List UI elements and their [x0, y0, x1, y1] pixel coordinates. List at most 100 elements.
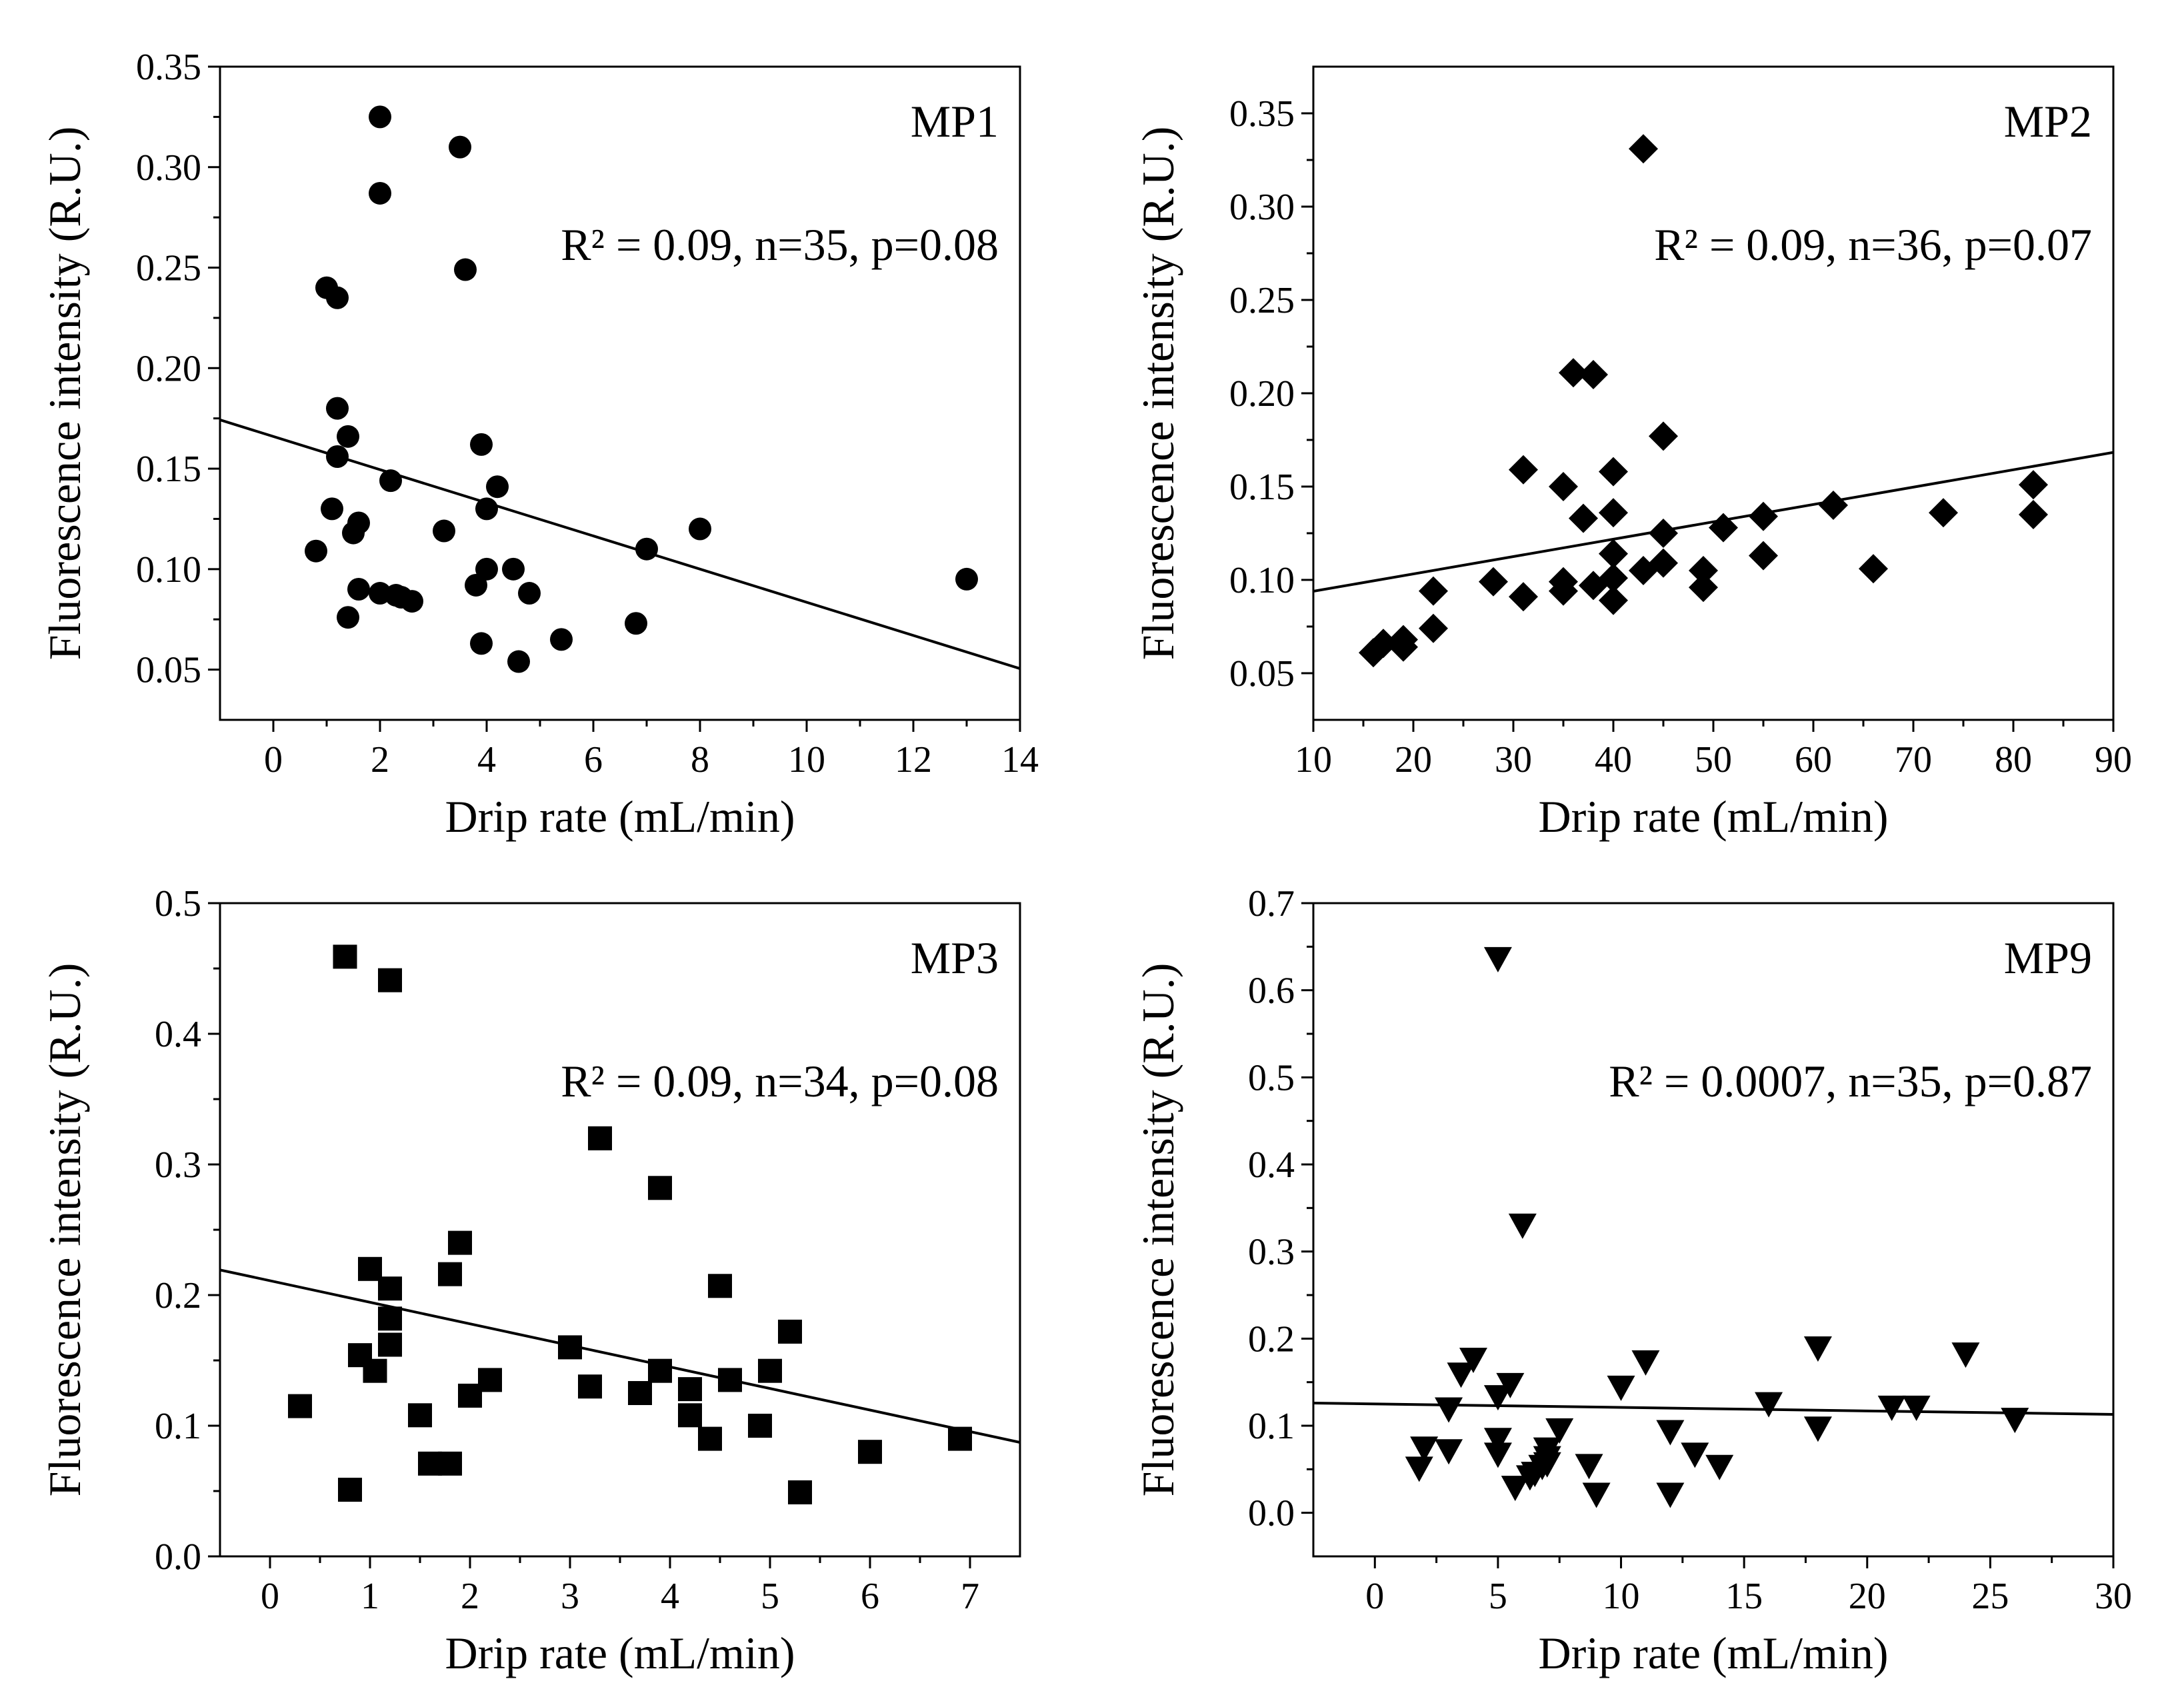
- y-tick-label: 0.7: [1248, 883, 1295, 924]
- x-tick-label: 8: [691, 739, 709, 781]
- data-point: [1689, 556, 1718, 585]
- data-point: [337, 425, 359, 448]
- x-tick-label: 20: [1849, 1576, 1886, 1617]
- data-point: [1656, 1420, 1685, 1446]
- data-point: [1649, 519, 1678, 548]
- data-point: [778, 1319, 802, 1344]
- x-tick-label: 5: [761, 1576, 779, 1617]
- data-point: [369, 181, 391, 205]
- data-point: [1859, 554, 1888, 584]
- data-point: [333, 944, 357, 969]
- data-point: [465, 573, 487, 597]
- data-point: [342, 521, 365, 545]
- data-point: [1483, 946, 1512, 972]
- y-tick-label: 0.2: [155, 1275, 201, 1316]
- panel-label: MP9: [2004, 932, 2092, 983]
- data-point: [454, 258, 477, 281]
- data-point: [448, 1230, 472, 1255]
- data-point: [1579, 360, 1608, 389]
- data-point: [1419, 576, 1448, 606]
- y-axis-label: Fluorescence intensity (R.U.): [1133, 127, 1183, 661]
- x-tick-label: 10: [788, 739, 825, 781]
- regression-line: [220, 1268, 1020, 1444]
- data-point: [558, 1335, 582, 1360]
- regression-stats: R² = 0.09, n=36, p=0.07: [1654, 219, 2092, 270]
- regression-line: [1313, 451, 2113, 593]
- data-point: [1803, 1416, 1832, 1442]
- data-point: [1515, 1465, 1544, 1491]
- data-point: [1509, 455, 1538, 485]
- data-point: [1435, 1397, 1463, 1423]
- data-point: [1508, 1213, 1537, 1239]
- data-point: [475, 497, 498, 521]
- y-tick-label: 0.10: [1229, 560, 1295, 601]
- x-axis-label: Drip rate (mL/min): [1539, 791, 1889, 842]
- x-tick-label: 3: [561, 1576, 579, 1617]
- data-point: [338, 1478, 362, 1502]
- data-point: [337, 606, 359, 629]
- data-point: [378, 1332, 402, 1357]
- x-tick-label: 0: [264, 739, 283, 781]
- data-point: [748, 1414, 772, 1438]
- y-tick-label: 0.15: [136, 449, 201, 490]
- data-point: [1709, 513, 1738, 543]
- data-point: [1681, 1442, 1709, 1468]
- data-point: [625, 612, 647, 635]
- y-tick-label: 0.1: [1248, 1406, 1295, 1447]
- data-point: [1689, 573, 1718, 603]
- data-point: [788, 1480, 812, 1504]
- y-tick-label: 0.25: [1229, 280, 1295, 321]
- data-point: [858, 1440, 882, 1464]
- data-point: [347, 578, 370, 601]
- x-tick-label: 60: [1795, 739, 1832, 781]
- data-point: [1410, 1436, 1439, 1462]
- x-tick-label: 1: [361, 1576, 379, 1617]
- data-point: [1359, 638, 1388, 668]
- data-point: [1656, 1482, 1685, 1508]
- data-point: [1599, 585, 1628, 615]
- data-point: [1483, 1442, 1512, 1468]
- data-point: [438, 1262, 462, 1286]
- y-tick-label: 0.4: [155, 1014, 201, 1055]
- x-tick-label: 2: [461, 1576, 479, 1617]
- regression-line: [220, 419, 1020, 671]
- y-tick-label: 0.35: [1229, 93, 1295, 135]
- x-tick-label: 7: [961, 1576, 979, 1617]
- data-point: [305, 539, 327, 563]
- data-point: [502, 557, 525, 581]
- regression-stats: R² = 0.09, n=34, p=0.08: [561, 1056, 999, 1106]
- panel-label: MP1: [911, 96, 999, 147]
- data-point: [475, 557, 498, 581]
- x-tick-label: 6: [584, 739, 603, 781]
- x-axis-label: Drip rate (mL/min): [445, 1628, 795, 1678]
- data-point: [1579, 571, 1608, 601]
- x-tick-label: 30: [1495, 739, 1532, 781]
- data-point: [390, 586, 413, 609]
- data-point: [449, 135, 471, 159]
- y-tick-label: 0.20: [1229, 373, 1295, 415]
- data-point: [408, 1403, 432, 1428]
- data-point: [378, 1276, 402, 1301]
- data-point: [588, 1126, 612, 1150]
- data-point: [628, 1381, 652, 1405]
- y-tick-label: 0.3: [1248, 1232, 1295, 1273]
- y-tick-label: 0.10: [136, 549, 201, 591]
- data-point: [758, 1358, 782, 1383]
- data-point: [1749, 501, 1778, 531]
- x-tick-label: 15: [1725, 1576, 1763, 1617]
- x-tick-label: 30: [2095, 1576, 2132, 1617]
- x-tick-label: 14: [1001, 739, 1039, 781]
- y-tick-label: 0.1: [155, 1406, 201, 1447]
- data-point: [1649, 421, 1678, 451]
- x-axis-label: Drip rate (mL/min): [1539, 1628, 1889, 1678]
- regression-stats: R² = 0.0007, n=35, p=0.87: [1609, 1056, 2092, 1106]
- data-point: [486, 475, 509, 499]
- data-point: [379, 469, 402, 493]
- data-point: [438, 1451, 462, 1476]
- data-point: [648, 1176, 672, 1200]
- data-point: [1599, 457, 1628, 487]
- data-point: [378, 968, 402, 992]
- data-point: [578, 1374, 602, 1399]
- data-point: [1575, 1454, 1603, 1480]
